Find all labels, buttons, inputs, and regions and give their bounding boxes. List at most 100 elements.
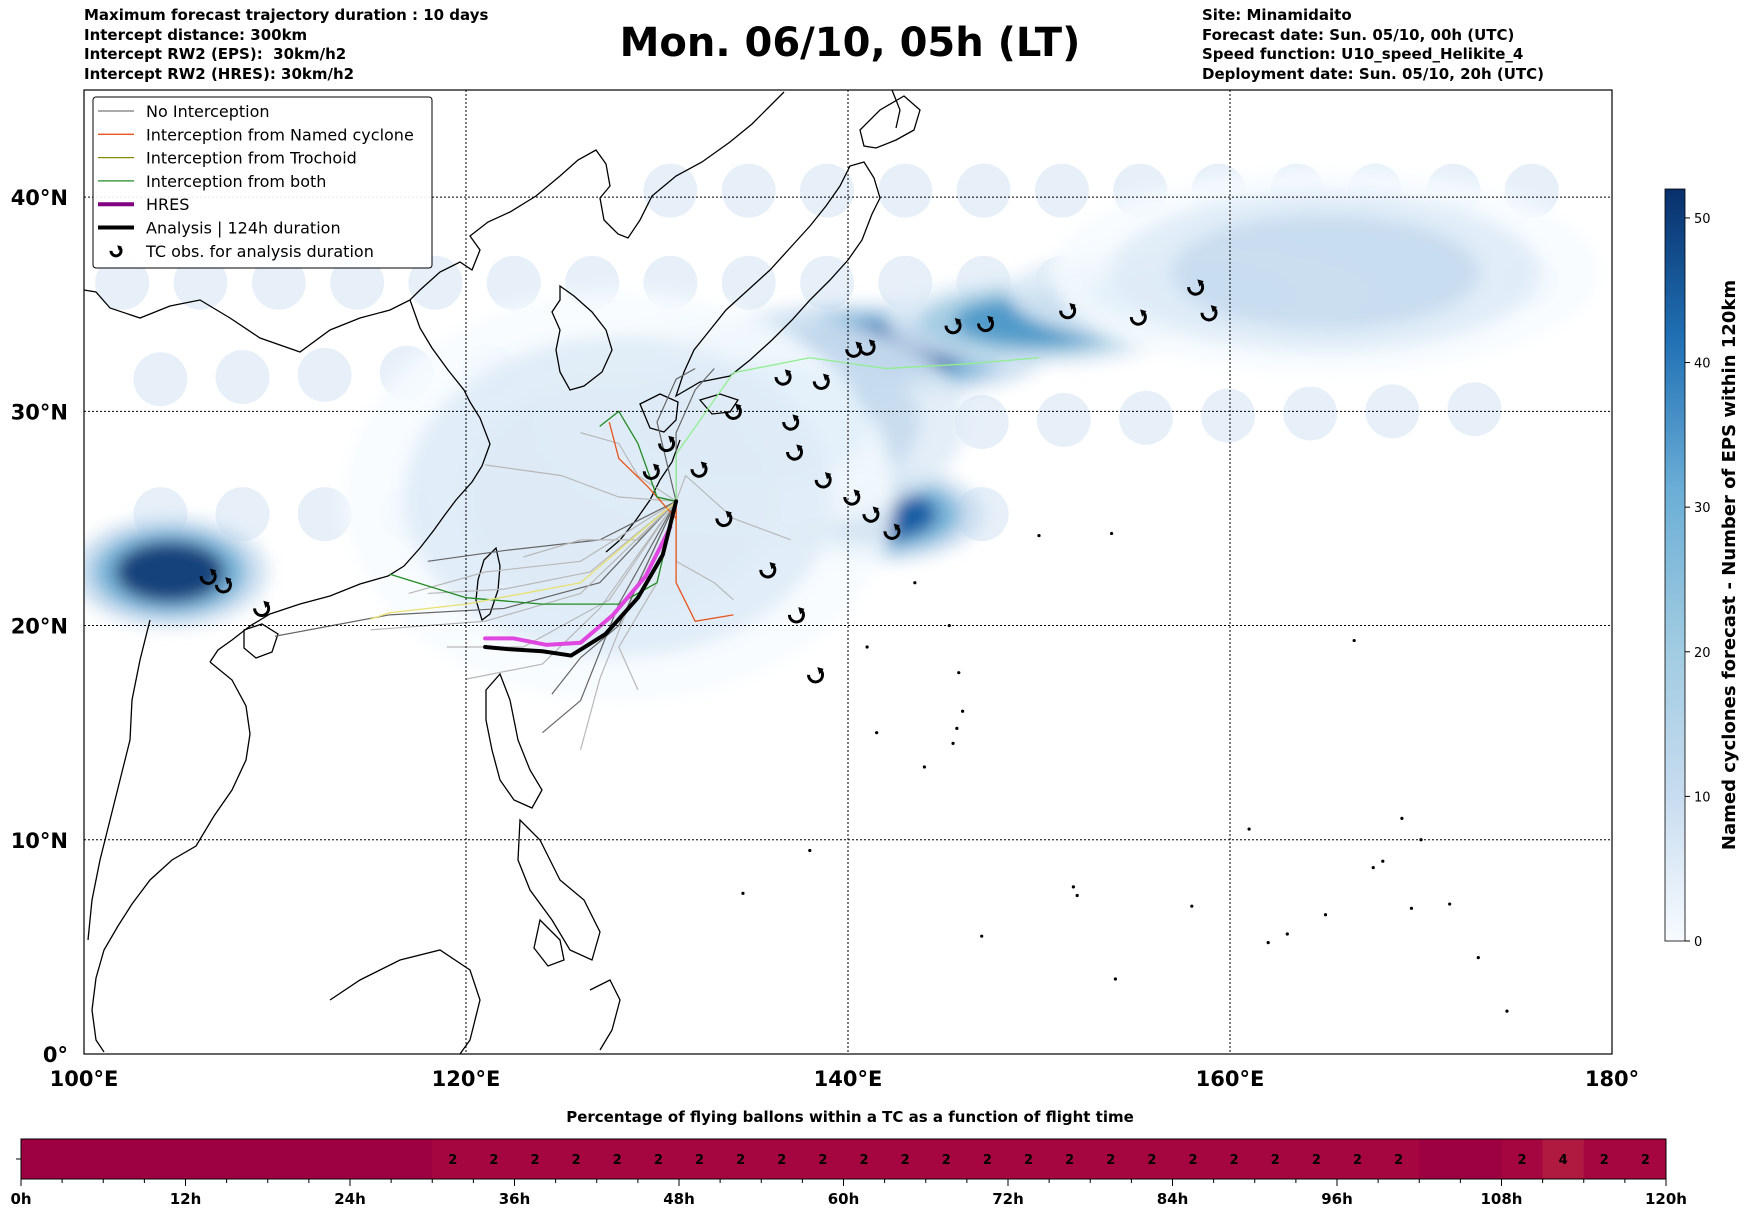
island-dot: [980, 934, 984, 938]
hres-layer: [483, 525, 673, 647]
density-footprint: [215, 487, 270, 542]
strip-bin: [1378, 1139, 1420, 1179]
intercepting-trajectory: [370, 500, 677, 620]
strip-bin: [555, 1139, 598, 1179]
site-text: Site: Minamidaito: [1202, 6, 1352, 24]
island-dot: [957, 671, 961, 675]
strip-title: Percentage of flying ballons within a TC…: [566, 1108, 1134, 1126]
strip-tick-label: 96h: [1321, 1190, 1353, 1208]
header-right-info: Site: Minamidaito Forecast date: Sun. 05…: [1202, 6, 1544, 84]
tc-marker-arrow: [725, 510, 732, 519]
strip-bin: [350, 1139, 392, 1179]
tc-marker-arrow: [735, 403, 742, 411]
intercept-distance-text: Intercept distance: 300km: [84, 25, 308, 44]
tc-marker-arc: [199, 570, 217, 585]
tc-marker-arrow: [853, 489, 860, 497]
tc-marker-arc: [642, 465, 660, 480]
intercept-hres-text: Intercept RW2 (HRES): 30km/h2: [84, 64, 355, 83]
strip-bin: [1542, 1139, 1585, 1179]
tc-marker-icon: [658, 435, 676, 453]
strip-bin-label: 2: [983, 1153, 992, 1168]
strip-bin: [391, 1139, 433, 1179]
strip-bin-label: 2: [1065, 1153, 1074, 1168]
island-dot: [922, 765, 927, 769]
colorbar-label: Named cyclones forecast - Number of EPS …: [1719, 280, 1740, 850]
tc-marker-arc: [944, 319, 962, 335]
colorbar-tick-label: 10: [1694, 790, 1711, 805]
tc-marker-arrow: [700, 461, 708, 469]
deployment-date-text: Deployment date: Sun. 05/10, 20h (UTC): [1202, 64, 1545, 83]
header-left-info: Maximum forecast trajectory duration : 1…: [84, 6, 488, 84]
strip-tick-label: 24h: [334, 1190, 366, 1208]
coastline-china-east: [209, 299, 491, 663]
density-footprint: [721, 163, 776, 218]
tc-marker-arrow: [798, 607, 805, 615]
tc-marker-arc: [1129, 311, 1147, 326]
tc-marker-arrow: [792, 414, 799, 422]
lat-tick-label: 30°N: [11, 400, 68, 424]
trajectory-layer: [274, 357, 1040, 750]
tc-marker-icon: [812, 373, 830, 390]
island-dot: [1381, 859, 1385, 863]
strip-bin-label: 2: [531, 1153, 540, 1168]
lon-tick-label: 120°E: [432, 1067, 501, 1091]
strip-bin: [1254, 1139, 1297, 1179]
coastline-taiwan: [475, 546, 501, 622]
tc-marker-arrow: [225, 577, 232, 585]
tc-marker-icon: [944, 317, 962, 335]
strip-tick-label: 84h: [1157, 1190, 1189, 1208]
strip-bin-label: 2: [613, 1153, 622, 1168]
legend-label: No Interception: [146, 102, 270, 121]
island-dot: [1190, 904, 1194, 908]
island-dot: [1448, 902, 1452, 906]
density-footprint: [133, 352, 188, 407]
intercepting-trajectory: [675, 357, 1040, 502]
ensemble-trajectory: [542, 501, 677, 734]
tc-marker-arc: [759, 563, 777, 579]
island-dots-layer: [741, 531, 1509, 1013]
island-dot: [808, 848, 812, 853]
strip-bin-label: 2: [860, 1153, 869, 1168]
ensemble-trajectory: [485, 464, 677, 502]
tc-marker-arrow: [263, 600, 270, 609]
ensemble-trajectory: [274, 500, 677, 637]
coastline-indochina-west: [87, 619, 151, 941]
lat-tick-label: 10°N: [11, 829, 68, 853]
density-footprint: [954, 395, 1009, 450]
density-footprint: [95, 255, 150, 310]
ensemble-trajectory: [408, 500, 677, 594]
colorbar-tick-label: 40: [1694, 357, 1711, 372]
strip-bin: [1501, 1139, 1544, 1179]
strip-bin: [802, 1139, 844, 1179]
tc-marker-arc: [724, 405, 742, 420]
island-dot: [1352, 638, 1356, 643]
colorbar-tick-label: 20: [1694, 646, 1711, 661]
strip-tick-label: 36h: [499, 1190, 531, 1208]
tc-marker-arrow: [954, 317, 962, 326]
tc-marker-icon: [843, 489, 861, 506]
intercepting-trajectory: [389, 501, 677, 605]
tc-marker-arrow: [1140, 309, 1147, 317]
strip-bin-label: 2: [942, 1153, 951, 1168]
lon-tick-label: 140°E: [814, 1067, 883, 1091]
strip-bin-label: 2: [1271, 1153, 1280, 1168]
strip-bin: [761, 1139, 803, 1179]
ensemble-trajectory: [580, 432, 677, 502]
density-footprint: [486, 255, 541, 310]
strip-tick-label: 72h: [992, 1190, 1024, 1208]
grid-lines: [84, 90, 1612, 1054]
coastline-luzon: [485, 672, 543, 809]
tc-marker-icon: [786, 444, 803, 461]
tc-marker-arrow: [784, 369, 792, 377]
tc-marker-icon: [253, 600, 271, 617]
tc-marker-arc: [109, 246, 123, 258]
speed-function-text: Speed function: U10_speed_Helikite_4: [1202, 45, 1524, 63]
tc-marker-arrow: [824, 472, 832, 480]
strip-bin-label: 2: [1518, 1153, 1527, 1168]
tc-marker-arrow: [796, 444, 803, 452]
island-dot: [1113, 977, 1117, 981]
strip-bin: [1090, 1139, 1132, 1179]
strip-bin: [473, 1139, 515, 1179]
strip-bin: [103, 1139, 145, 1179]
ensemble-trajectory: [656, 367, 696, 502]
